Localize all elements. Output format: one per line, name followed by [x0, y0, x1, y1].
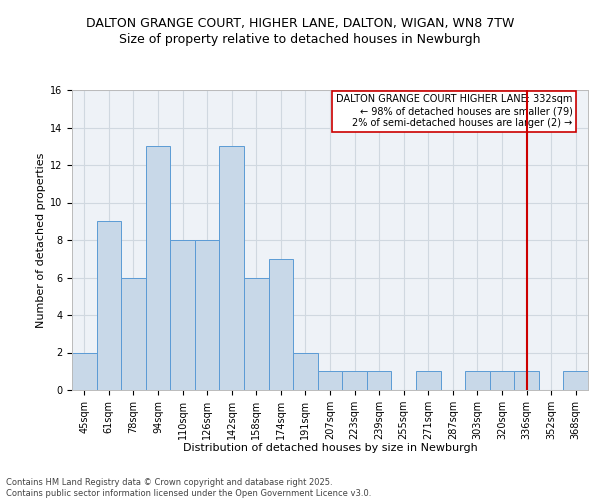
- Text: DALTON GRANGE COURT, HIGHER LANE, DALTON, WIGAN, WN8 7TW: DALTON GRANGE COURT, HIGHER LANE, DALTON…: [86, 18, 514, 30]
- Bar: [465, 371, 490, 390]
- Bar: [121, 278, 146, 390]
- Bar: [342, 371, 367, 390]
- Bar: [367, 371, 391, 390]
- Bar: [97, 221, 121, 390]
- Bar: [293, 352, 318, 390]
- Bar: [269, 259, 293, 390]
- Text: DALTON GRANGE COURT HIGHER LANE: 332sqm
← 98% of detached houses are smaller (79: DALTON GRANGE COURT HIGHER LANE: 332sqm …: [336, 94, 572, 128]
- Bar: [146, 146, 170, 390]
- Bar: [220, 146, 244, 390]
- Bar: [170, 240, 195, 390]
- Bar: [72, 352, 97, 390]
- Text: Size of property relative to detached houses in Newburgh: Size of property relative to detached ho…: [119, 32, 481, 46]
- X-axis label: Distribution of detached houses by size in Newburgh: Distribution of detached houses by size …: [182, 444, 478, 454]
- Y-axis label: Number of detached properties: Number of detached properties: [36, 152, 46, 328]
- Bar: [416, 371, 440, 390]
- Bar: [195, 240, 220, 390]
- Bar: [514, 371, 539, 390]
- Bar: [318, 371, 342, 390]
- Bar: [563, 371, 588, 390]
- Bar: [244, 278, 269, 390]
- Text: Contains HM Land Registry data © Crown copyright and database right 2025.
Contai: Contains HM Land Registry data © Crown c…: [6, 478, 371, 498]
- Bar: [490, 371, 514, 390]
